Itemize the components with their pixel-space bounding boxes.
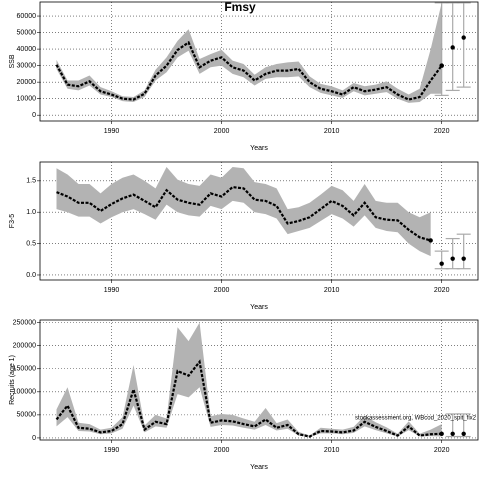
plot-frame (39, 161, 479, 281)
forecast-point (439, 261, 444, 266)
y-tick-label: 0 (32, 435, 36, 442)
x-tick-label: 2000 (214, 447, 230, 454)
forecast-point (450, 431, 455, 436)
y-tick-label: 50000 (17, 412, 37, 419)
plot-area (40, 162, 478, 280)
plot-frame (39, 1, 479, 122)
x-axis-label: Years (250, 145, 268, 152)
chart-title: Fmsy (224, 0, 256, 14)
y-axis-label: SSB (9, 54, 16, 68)
plot-area (40, 320, 478, 440)
forecast-point (439, 63, 444, 68)
x-axis-label: Years (250, 464, 268, 471)
x-tick-label: 2010 (324, 287, 340, 294)
x-tick-label: 1990 (104, 447, 120, 454)
y-tick-label: 0 (32, 112, 36, 119)
y-tick-label: 150000 (13, 366, 36, 373)
y-tick-label: 250000 (13, 319, 36, 326)
x-tick-label: 1990 (104, 287, 120, 294)
annotation: stockassessment.org, WBcod_2020_spit_fix… (355, 416, 477, 422)
y-tick-label: 100000 (13, 389, 36, 396)
x-tick-label: 2000 (214, 287, 230, 294)
confidence-band (56, 322, 442, 438)
estimate-line (55, 40, 443, 101)
y-tick-label: 200000 (13, 343, 36, 350)
x-tick-label: 2010 (324, 447, 340, 454)
y-tick-label: 1.0 (26, 209, 36, 216)
forecast-point (450, 45, 455, 50)
x-tick-label: 1990 (104, 128, 120, 135)
forecast-point (461, 256, 466, 261)
plot-area (40, 2, 478, 121)
estimate-line (55, 359, 442, 438)
y-tick-label: 60000 (17, 13, 37, 20)
confidence-band (56, 2, 442, 103)
x-tick-label: 2020 (434, 287, 450, 294)
y-axis-label: Recruits (age 1) (9, 355, 16, 405)
y-tick-label: 50000 (17, 29, 37, 36)
y-tick-label: 0.5 (26, 240, 36, 247)
x-tick-label: 2020 (434, 447, 450, 454)
forecast-point (450, 256, 455, 261)
forecast-point (461, 431, 466, 436)
y-tick-label: 30000 (17, 62, 37, 69)
confidence-band (56, 167, 431, 257)
y-tick-label: 10000 (17, 96, 37, 103)
y-tick-label: 0.0 (26, 272, 36, 279)
plot-frame (39, 319, 479, 441)
estimate-line (56, 185, 431, 242)
forecast-point (461, 35, 466, 40)
last-point (439, 431, 444, 436)
last-point (428, 238, 433, 243)
x-tick-label: 2020 (434, 128, 450, 135)
y-tick-label: 1.5 (26, 178, 36, 185)
y-tick-label: 40000 (17, 46, 37, 53)
x-tick-label: 2010 (324, 128, 340, 135)
y-axis-label: F3-5 (9, 214, 16, 229)
y-tick-label: 20000 (17, 79, 37, 86)
x-tick-label: 2000 (214, 128, 230, 135)
x-axis-label: Years (250, 304, 268, 311)
